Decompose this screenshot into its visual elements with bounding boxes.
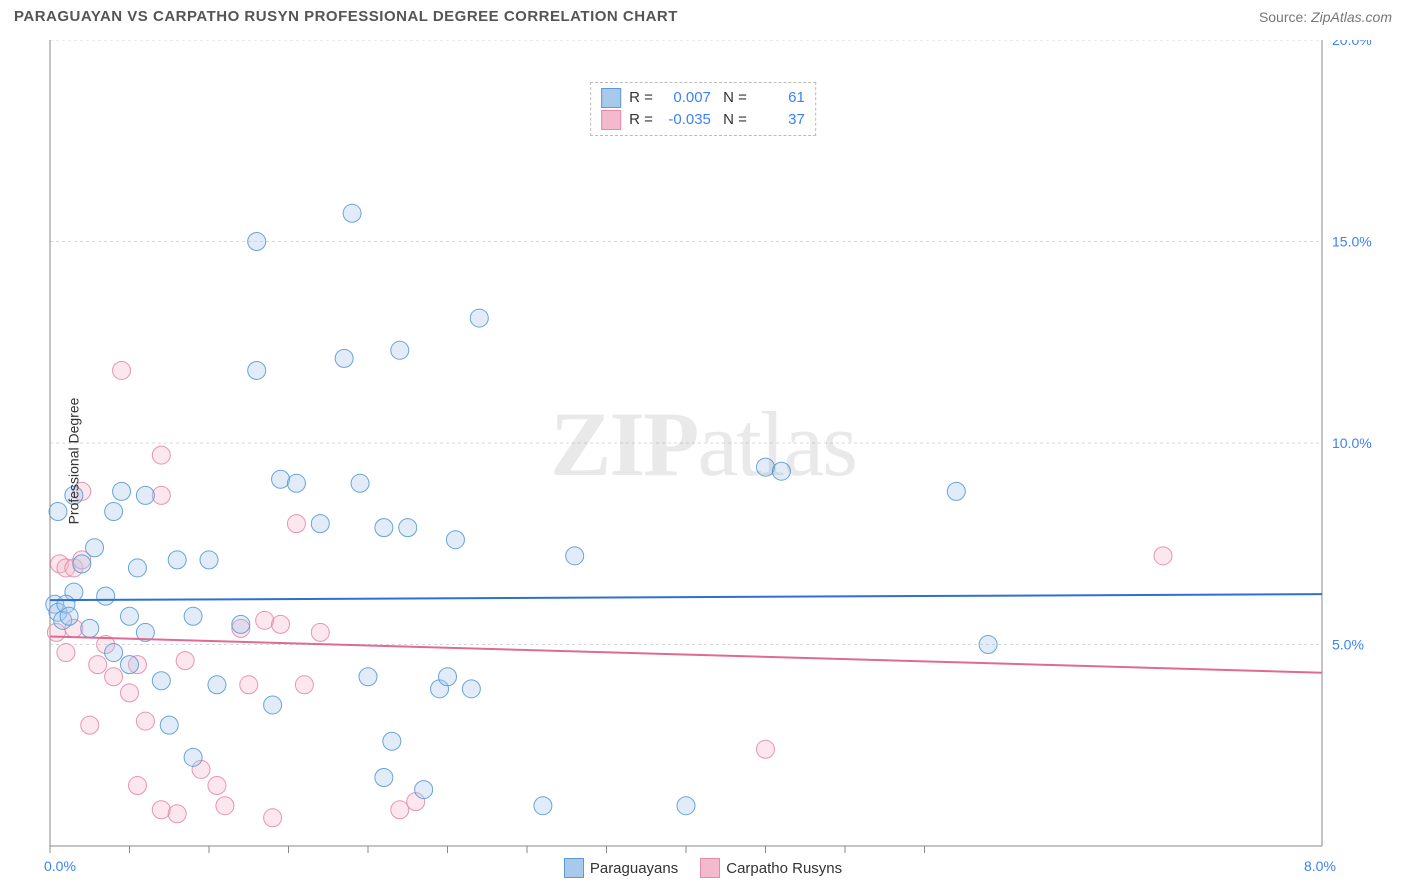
- x-axis-min-label: 0.0%: [44, 858, 76, 874]
- stats-r-value-0: 0.007: [661, 87, 711, 109]
- stats-n-label: N =: [719, 109, 747, 131]
- stats-row-1: R = -0.035 N = 37: [601, 109, 805, 131]
- legend-item-0: Paraguayans: [564, 858, 678, 878]
- legend-swatch-0: [564, 858, 584, 878]
- stats-r-label: R =: [629, 87, 653, 109]
- stats-n-value-0: 61: [755, 87, 805, 109]
- stats-swatch-0: [601, 88, 621, 108]
- scatter-chart: 5.0% 10.0% 15.0% 20.0%: [14, 40, 1392, 882]
- source-label: Source:: [1259, 9, 1307, 25]
- stats-n-value-1: 37: [755, 109, 805, 131]
- legend-label-1: Carpatho Rusyns: [726, 860, 842, 877]
- legend-label-0: Paraguayans: [590, 860, 678, 877]
- stats-swatch-1: [601, 110, 621, 130]
- y-axis-label: Professional Degree: [65, 398, 81, 525]
- stats-legend: R = 0.007 N = 61 R = -0.035 N = 37: [590, 82, 816, 136]
- legend-swatch-1: [700, 858, 720, 878]
- stats-r-label: R =: [629, 109, 653, 131]
- svg-text:20.0%: 20.0%: [1332, 40, 1372, 48]
- stats-row-0: R = 0.007 N = 61: [601, 87, 805, 109]
- chart-title: PARAGUAYAN VS CARPATHO RUSYN PROFESSIONA…: [14, 8, 678, 25]
- x-axis-max-label: 8.0%: [1304, 858, 1336, 874]
- chart-header: PARAGUAYAN VS CARPATHO RUSYN PROFESSIONA…: [0, 0, 1406, 25]
- chart-area: Professional Degree ZIPatlas 5.0%10.0%15…: [14, 40, 1392, 882]
- svg-text:10.0%: 10.0%: [1332, 435, 1372, 451]
- svg-text:15.0%: 15.0%: [1332, 234, 1372, 250]
- stats-r-value-1: -0.035: [661, 109, 711, 131]
- legend-item-1: Carpatho Rusyns: [700, 858, 842, 878]
- chart-source: Source: ZipAtlas.com: [1259, 9, 1392, 25]
- source-value: ZipAtlas.com: [1311, 9, 1392, 25]
- bottom-legend: Paraguayans Carpatho Rusyns: [14, 858, 1392, 878]
- svg-text:5.0%: 5.0%: [1332, 637, 1364, 653]
- stats-n-label: N =: [719, 87, 747, 109]
